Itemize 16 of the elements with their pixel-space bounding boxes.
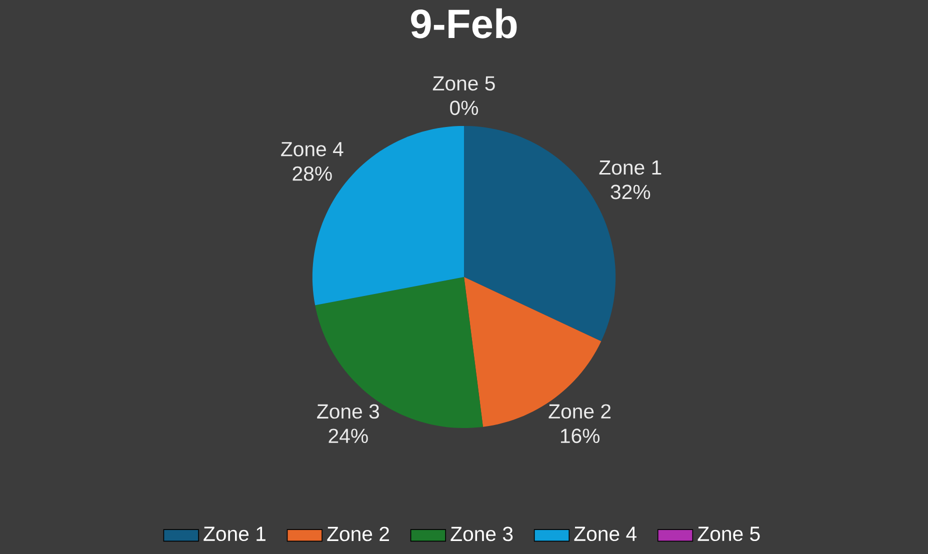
legend-label: Zone 3	[450, 526, 513, 542]
slice-label: Zone 3	[317, 404, 379, 419]
data-label: 32%	[610, 184, 650, 200]
data-label: 28%	[292, 166, 332, 181]
legend-label: Zone 1	[204, 526, 266, 541]
data-label: 16%	[561, 428, 600, 444]
slice-label: Zone 4	[281, 142, 344, 156]
legend-label: Zone 4	[574, 526, 636, 541]
text: 0%	[450, 100, 478, 115]
legend-label: Zone 5	[698, 526, 760, 541]
data-label: 24%	[328, 428, 368, 443]
chart-title: 9-Feb	[411, 8, 517, 38]
category-label: Zone 5	[432, 76, 495, 91]
slice-label: Zone 2	[548, 404, 611, 419]
legend-label: Zone 2	[327, 526, 389, 542]
slice-label: Zone 1	[599, 160, 662, 175]
